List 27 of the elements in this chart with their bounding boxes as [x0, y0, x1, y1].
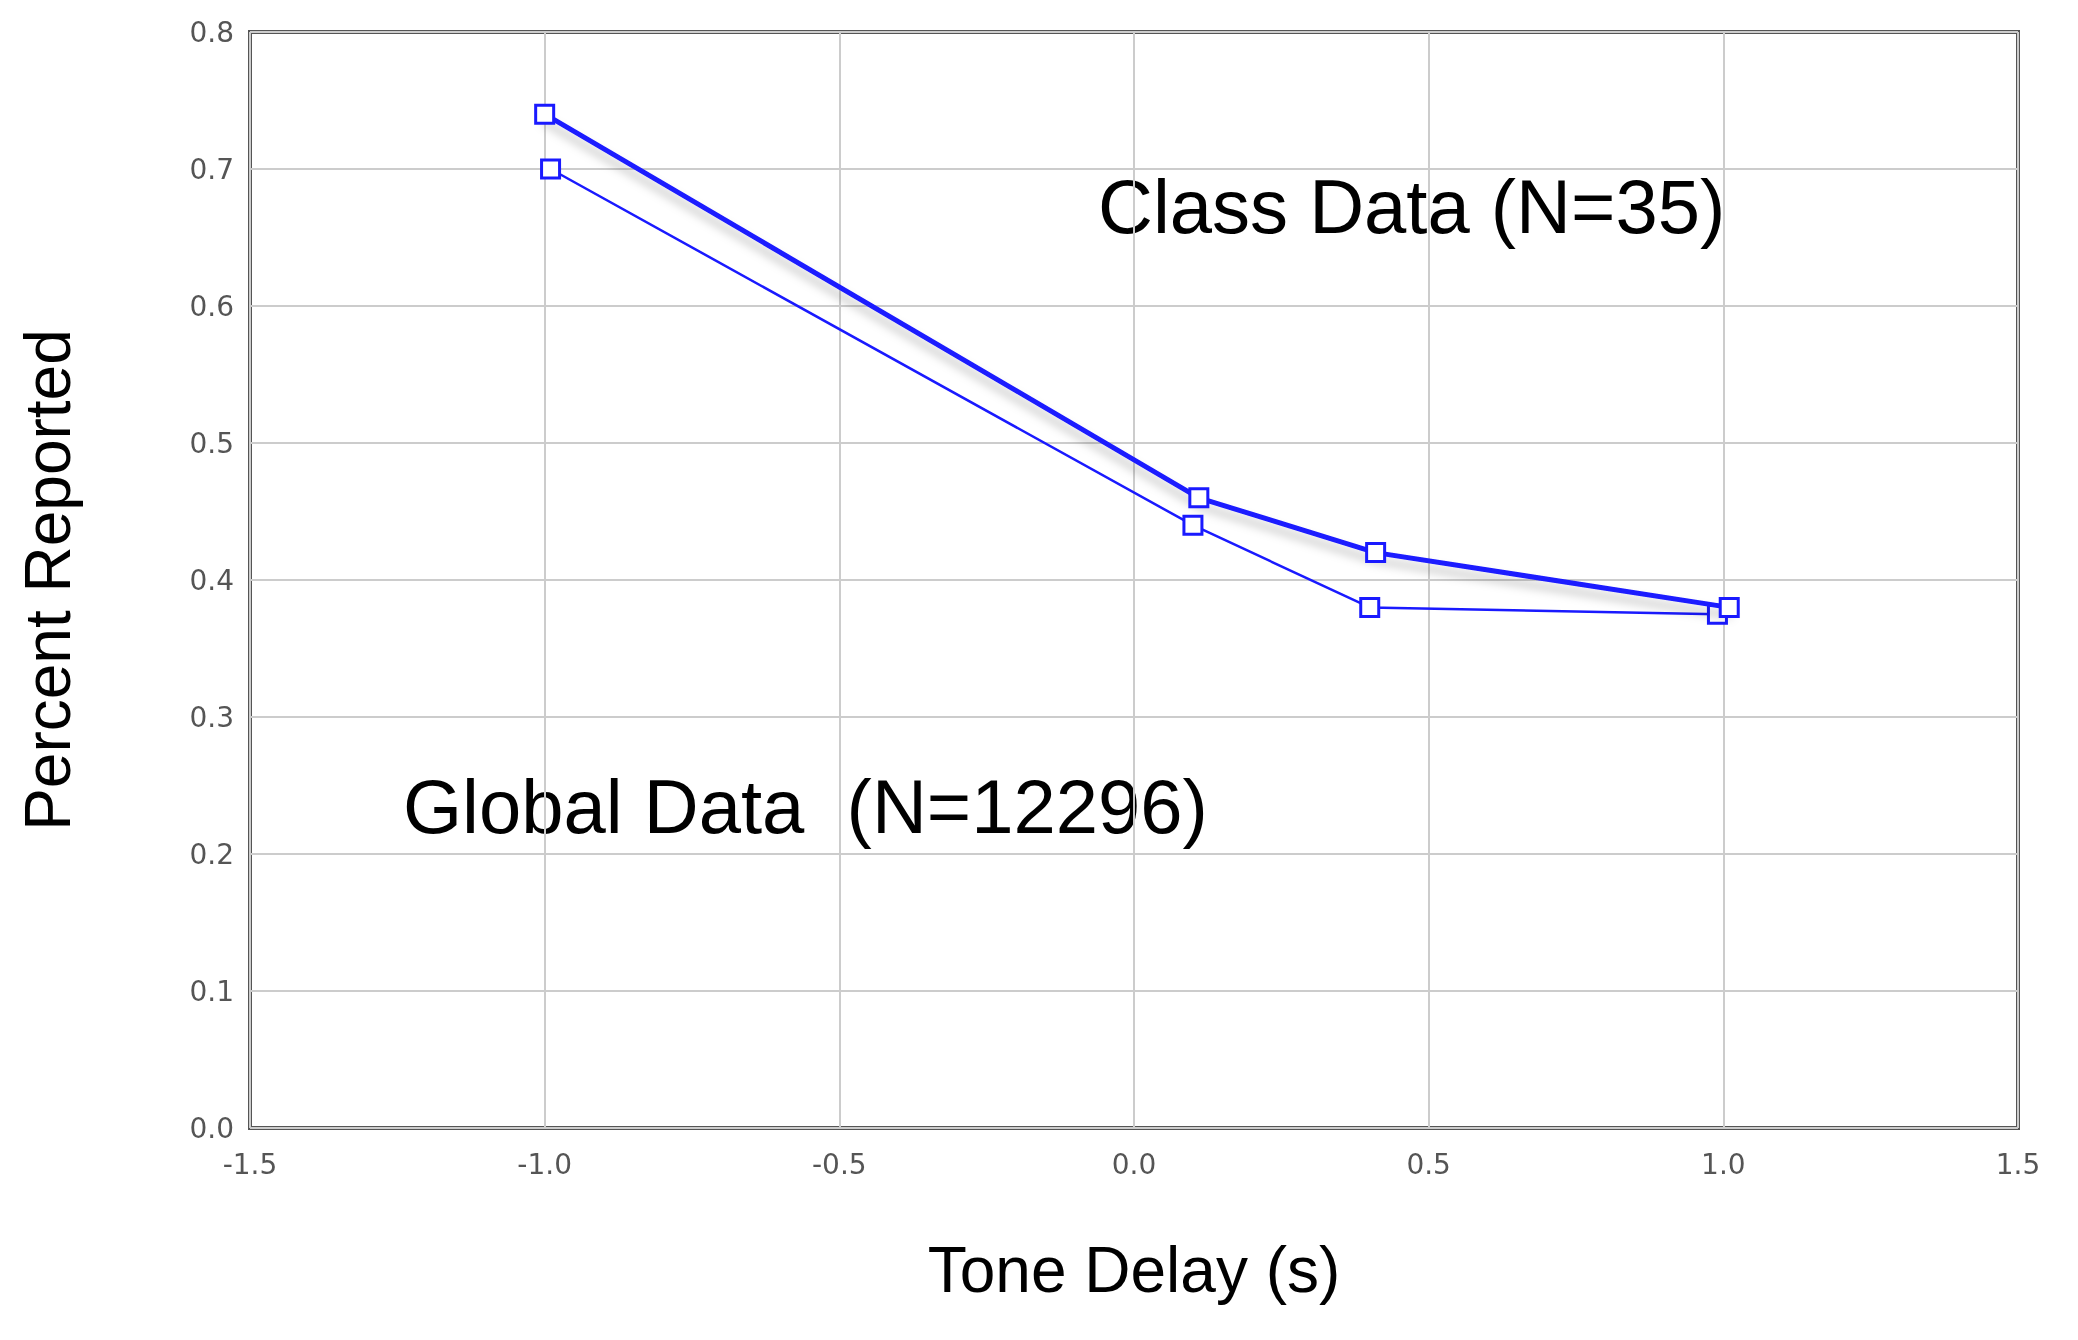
- y-tick-label: 0.8: [189, 15, 234, 49]
- point: [1365, 542, 1387, 564]
- x-tick-label: 1.5: [1995, 1147, 2041, 1181]
- y-axis-title: Percent Reported: [12, 329, 84, 831]
- y-tick-label: 0.3: [189, 700, 234, 734]
- point: [1718, 596, 1740, 618]
- x-tick-label: 0.0: [1111, 1147, 1157, 1181]
- point: [1359, 596, 1381, 618]
- x-tick-label: -0.5: [812, 1147, 867, 1181]
- y-tick-label: 0.7: [189, 152, 234, 186]
- annotation: Class Data (N=35): [1098, 163, 1726, 249]
- x-tick-label: -1.0: [517, 1147, 572, 1181]
- y-tick-label: 0.5: [189, 426, 234, 460]
- x-tick-label: 0.5: [1406, 1147, 1451, 1181]
- y-tick-label: 0.4: [189, 563, 234, 597]
- x-tick-label: 1.0: [1701, 1147, 1746, 1181]
- y-tick-label: 0.0: [189, 1111, 234, 1145]
- y-tick-label: 0.1: [189, 974, 234, 1008]
- point: [1188, 487, 1210, 509]
- annotation: Global Data (N=12296): [403, 763, 1208, 849]
- point: [534, 103, 556, 125]
- point: [1182, 514, 1204, 536]
- y-tick-label: 0.6: [189, 289, 234, 323]
- x-axis-title: Tone Delay (s): [927, 1234, 1341, 1306]
- y-tick-label: 0.2: [189, 837, 234, 871]
- point: [540, 158, 562, 180]
- x-tick-label: -1.5: [222, 1147, 278, 1181]
